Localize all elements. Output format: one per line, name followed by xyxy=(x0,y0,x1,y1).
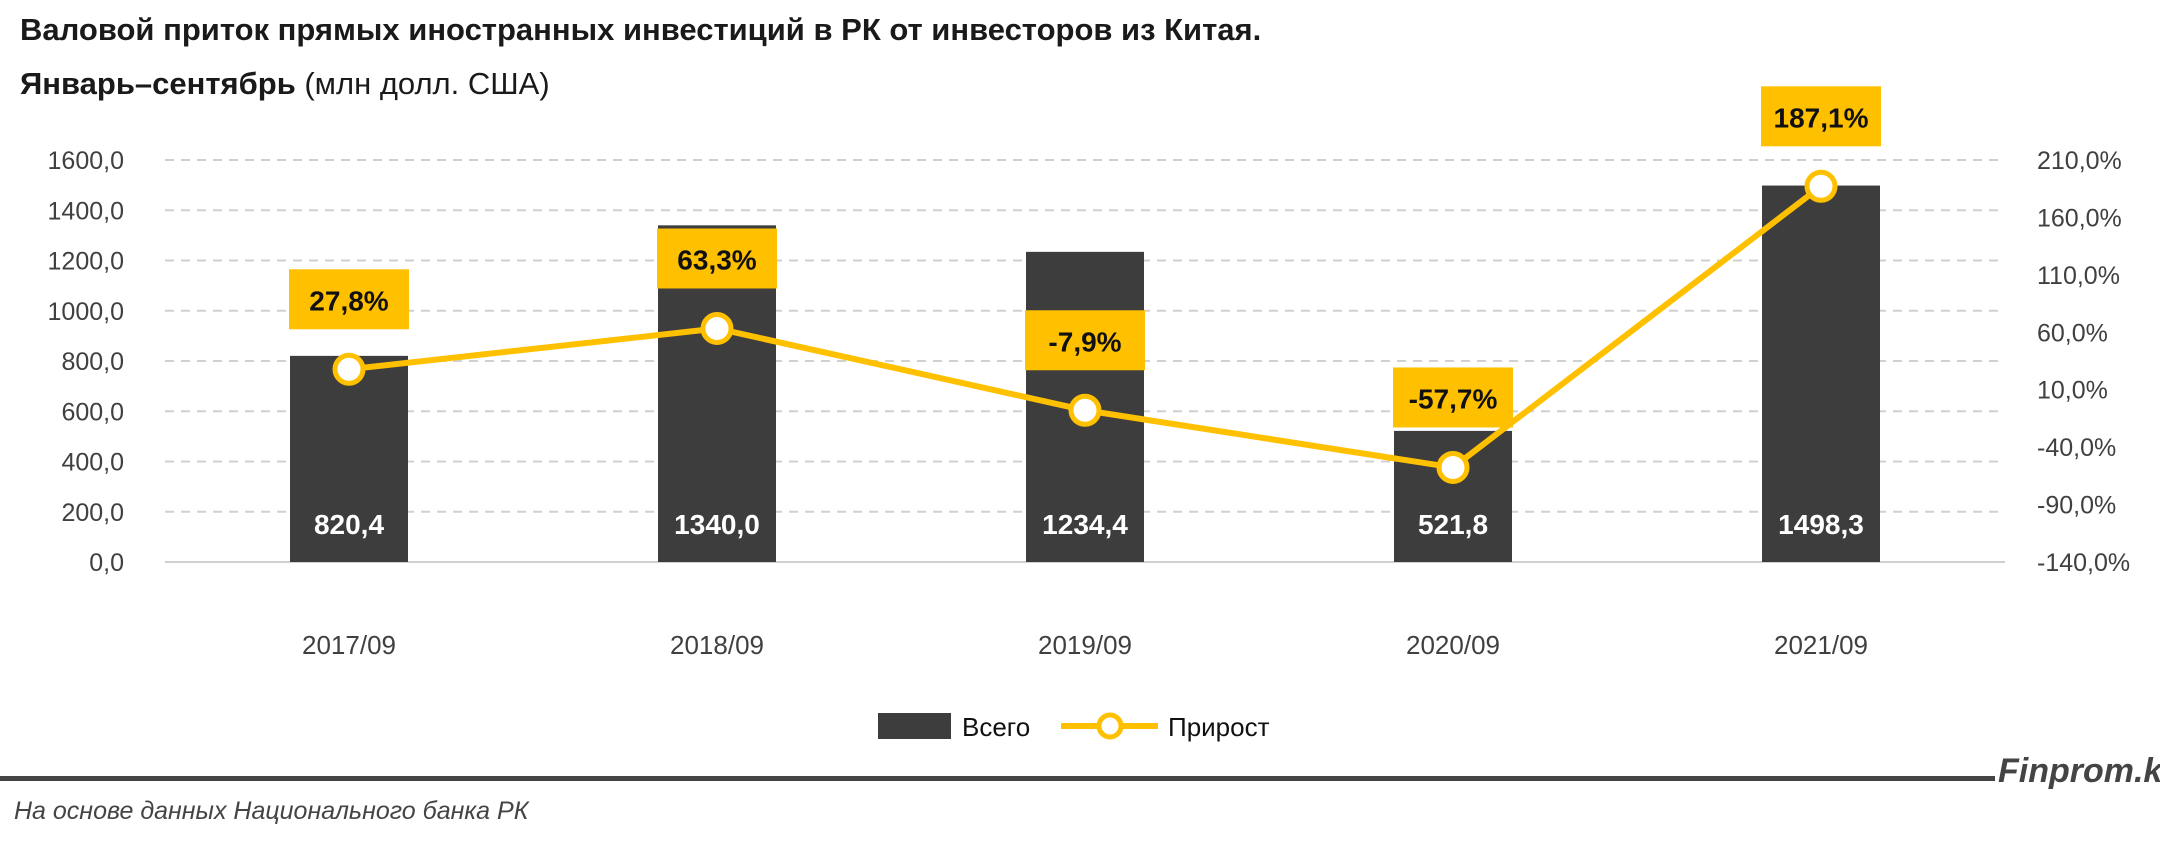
growth-marker xyxy=(332,352,366,386)
chart-title: Валовой приток прямых иностранных инвест… xyxy=(20,12,1262,47)
growth-marker xyxy=(700,311,734,345)
bar-value-label: 1498,3 xyxy=(1778,509,1864,540)
legend-swatch-growth-marker xyxy=(1096,712,1124,740)
bar-value-label: 1340,0 xyxy=(674,509,760,540)
bar-value-label: 820,4 xyxy=(314,509,384,540)
y-right-tick: 210,0% xyxy=(2037,147,2122,175)
growth-label: 27,8% xyxy=(309,285,388,316)
growth-label-box xyxy=(1761,86,1881,147)
growth-label-box xyxy=(289,269,409,330)
legend-label-total: Всего xyxy=(962,712,1030,742)
growth-marker xyxy=(1068,393,1102,427)
y-left-tick: 1000,0 xyxy=(48,298,124,326)
bar-value-label: 521,8 xyxy=(1418,509,1488,540)
growth-label: 187,1% xyxy=(1774,102,1869,133)
y-right-tick: 10,0% xyxy=(2037,377,2108,405)
bar xyxy=(1762,185,1880,562)
growth-label-box xyxy=(1025,310,1145,371)
bar-value-label: 1234,4 xyxy=(1042,509,1128,540)
legend-label-growth: Прирост xyxy=(1168,712,1270,742)
subtitle-period: Январь–сентябрь xyxy=(20,66,296,101)
growth-marker xyxy=(1804,169,1838,203)
x-tick-label: 2021/09 xyxy=(1774,630,1868,660)
chart-subtitle: Январь–сентябрь (млн долл. США) xyxy=(20,66,550,102)
x-tick-label: 2019/09 xyxy=(1038,630,1132,660)
bar xyxy=(290,355,408,562)
y-right-tick: -140,0% xyxy=(2037,549,2130,577)
growth-label-box xyxy=(1393,367,1513,428)
growth-label: 63,3% xyxy=(677,244,756,275)
legend-swatch-total xyxy=(878,713,951,739)
y-left-tick: 800,0 xyxy=(61,348,124,376)
y-left-tick: 400,0 xyxy=(61,449,124,477)
y-right-tick: 60,0% xyxy=(2037,319,2108,347)
y-left-tick: 200,0 xyxy=(61,499,124,527)
footer-divider xyxy=(0,776,1995,781)
y-right-tick: -40,0% xyxy=(2037,434,2116,462)
y-left-tick: 1600,0 xyxy=(48,147,124,175)
growth-marker xyxy=(1436,450,1470,484)
source-note: На основе данных Национального банка РК xyxy=(14,797,529,825)
x-tick-label: 2020/09 xyxy=(1406,630,1500,660)
growth-label-box xyxy=(657,228,777,289)
y-left-tick: 1400,0 xyxy=(48,197,124,225)
growth-label: -57,7% xyxy=(1409,383,1498,414)
y-left-tick: 600,0 xyxy=(61,398,124,426)
subtitle-units: (млн долл. США) xyxy=(295,66,550,101)
bar xyxy=(1394,430,1512,562)
y-right-tick: -90,0% xyxy=(2037,492,2116,520)
x-tick-label: 2018/09 xyxy=(670,630,764,660)
brand-logo: Finprom.kz xyxy=(1998,752,2160,790)
y-right-tick: 160,0% xyxy=(2037,204,2122,232)
growth-label: -7,9% xyxy=(1048,326,1121,357)
y-left-tick: 1200,0 xyxy=(48,248,124,276)
y-left-tick: 0,0 xyxy=(89,549,124,577)
y-right-tick: 110,0% xyxy=(2037,262,2120,290)
x-tick-label: 2017/09 xyxy=(302,630,396,660)
